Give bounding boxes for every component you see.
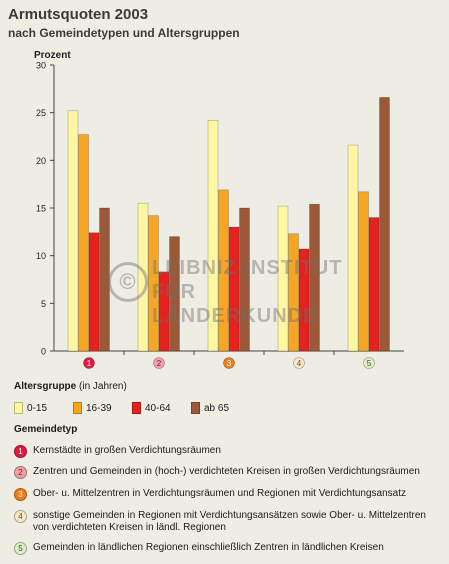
type-legend-text: sonstige Gemeinden in Regionen mit Verdi… <box>33 510 426 533</box>
bar-40-64-1 <box>88 232 100 352</box>
bar-16-39-2 <box>148 215 159 352</box>
copyright-watermark: © LEIBNIZ-INSTITUT FÜR LÄNDERKUNDE <box>108 256 358 327</box>
legend-swatch <box>191 402 200 414</box>
y-tick-label: 30 <box>36 61 46 71</box>
type-legend-heading: Gemeindetyp <box>14 424 78 435</box>
bar-40-64-5 <box>368 217 380 352</box>
age-legend-item: 16-39 <box>73 402 132 414</box>
type-legend-text: Ober- u. Mittelzentren in Verdichtungsrä… <box>33 488 406 499</box>
category-label-5: 5 <box>367 359 372 368</box>
y-tick-label: 20 <box>36 156 46 166</box>
category-label-1: 1 <box>87 359 92 368</box>
category-badge-1 <box>83 357 95 369</box>
legend-swatch <box>132 402 141 414</box>
y-tick-label: 10 <box>36 251 46 261</box>
type-legend-text: Gemeinden in ländlichen Regionen einschl… <box>33 542 384 553</box>
type-legend-item-4: 4 sonstige Gemeinden in Regionen mit Ver… <box>14 510 434 534</box>
bar-0-15-5 <box>347 144 359 352</box>
legend-swatch <box>14 402 23 414</box>
bar-16-39-1 <box>78 134 89 352</box>
category-label-4: 4 <box>297 359 302 368</box>
category-label-3: 3 <box>227 359 232 368</box>
chart-subtitle: nach Gemeindetypen und Altersgruppen <box>8 26 240 40</box>
age-legend-item: 0-15 <box>14 402 73 414</box>
bar-ab-65-3 <box>239 207 250 352</box>
copyright-icon: © <box>108 262 148 302</box>
age-legend-label: 40-64 <box>145 402 171 414</box>
category-badge-4 <box>293 357 305 369</box>
type-legend-item-3: 3 Ober- u. Mittelzentren in Verdichtungsr… <box>14 488 434 501</box>
bar-ab-65-4 <box>309 203 320 352</box>
y-axis-label: Prozent <box>34 50 71 61</box>
age-legend: 0-15 16-39 40-64 ab 65 <box>14 402 250 414</box>
bar-0-15-1 <box>67 110 79 352</box>
age-legend-label: 16-39 <box>86 402 112 414</box>
bar-16-39-4 <box>288 233 299 352</box>
legend-swatch <box>73 402 82 414</box>
bar-0-15-3 <box>207 119 219 352</box>
chart-title: Armutsquoten 2003 <box>8 6 149 23</box>
type-legend-text: Zentren und Gemeinden in (hoch-) verdich… <box>33 466 420 477</box>
type-legend-item-5: 5 Gemeinden in ländlichen Regionen einsch… <box>14 542 434 555</box>
bar-16-39-5 <box>358 191 369 352</box>
age-legend-heading: Altersgruppe (in Jahren) <box>14 381 127 392</box>
age-legend-item: 40-64 <box>132 402 191 414</box>
bar-16-39-3 <box>218 189 229 352</box>
age-legend-label: ab 65 <box>204 402 230 414</box>
y-tick-label: 0 <box>41 347 46 357</box>
age-legend-item: ab 65 <box>191 402 250 414</box>
bar-0-15-4 <box>277 205 289 352</box>
type-badge-2: 2 <box>14 466 27 479</box>
bar-40-64-2 <box>158 271 170 352</box>
age-legend-heading-rest: (in Jahren) <box>76 381 127 392</box>
y-tick-label: 15 <box>36 204 46 214</box>
type-badge-4: 4 <box>14 510 27 523</box>
age-legend-label: 0-15 <box>27 402 48 414</box>
type-legend-item-1: 1 Kernstädte in großen Verdichtungsräumen <box>14 445 434 458</box>
category-badge-5 <box>363 357 375 369</box>
watermark-line-2: FÜR LÄNDERKUNDE <box>152 281 318 327</box>
bar-40-64-3 <box>228 226 240 352</box>
category-badge-3 <box>223 357 235 369</box>
y-tick-label: 25 <box>36 108 46 118</box>
bar-ab-65-5 <box>379 97 390 352</box>
category-badge-2 <box>153 357 165 369</box>
category-label-2: 2 <box>157 359 162 368</box>
bar-ab-65-2 <box>169 236 180 352</box>
type-legend-item-2: 2 Zentren und Gemeinden in (hoch-) verdic… <box>14 466 434 479</box>
type-badge-5: 5 <box>14 542 27 555</box>
y-tick-label: 5 <box>41 299 46 309</box>
type-badge-3: 3 <box>14 488 27 501</box>
type-legend-text: Kernstädte in großen Verdichtungsräumen <box>33 445 221 456</box>
type-badge-1: 1 <box>14 445 27 458</box>
age-legend-heading-bold: Altersgruppe <box>14 381 77 392</box>
bar-40-64-4 <box>298 248 310 352</box>
watermark-line-1: LEIBNIZ-INSTITUT <box>152 257 343 279</box>
